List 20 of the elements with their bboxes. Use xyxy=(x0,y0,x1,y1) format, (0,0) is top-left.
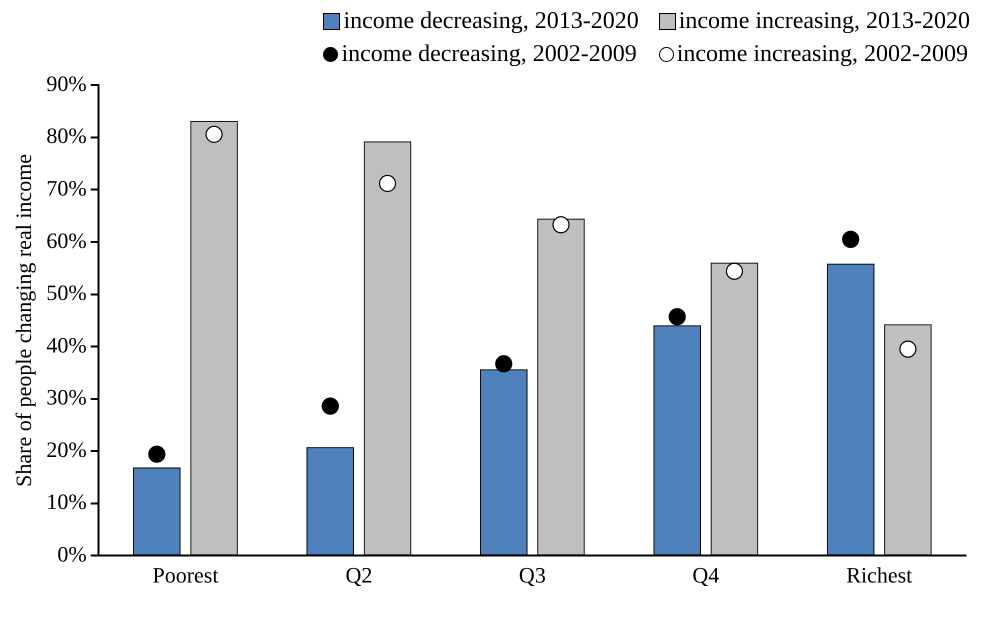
y-tick-label: 80% xyxy=(46,123,87,148)
y-axis-title: Share of people changing real income xyxy=(10,154,36,487)
y-tick-label: 30% xyxy=(46,384,87,410)
y-tick-label: 70% xyxy=(46,176,87,201)
legend-label: income increasing, 2002-2009 xyxy=(676,41,968,68)
y-tick-label: 90% xyxy=(46,70,87,96)
legend-label: income decreasing, 2013-2020 xyxy=(343,8,639,35)
y-tick-label: 60% xyxy=(46,228,87,253)
y-tick-label: 20% xyxy=(46,436,87,462)
y-tick-label: 50% xyxy=(46,280,87,306)
x-tick-label: Q4 xyxy=(692,562,720,588)
y-tick-label: 10% xyxy=(46,489,87,514)
x-tick-label: Poorest xyxy=(152,562,218,588)
x-tick-label: Richest xyxy=(846,562,912,588)
legend-label: income increasing, 2013-2020 xyxy=(678,8,970,35)
legend-label: income decreasing, 2002-2009 xyxy=(341,41,637,68)
x-tick-label: Q3 xyxy=(518,562,546,588)
y-tick-label: 0% xyxy=(57,541,87,566)
x-tick-label: Q2 xyxy=(345,562,372,588)
y-tick-label: 40% xyxy=(46,332,87,358)
